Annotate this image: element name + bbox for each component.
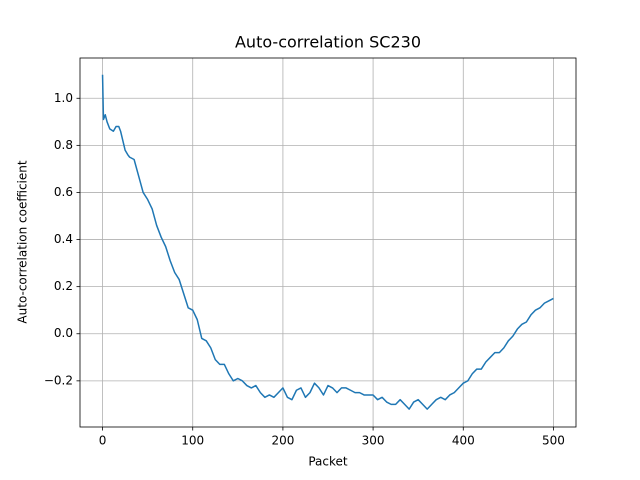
y-tick-label: 0.0 bbox=[54, 326, 73, 340]
x-axis-label: Packet bbox=[308, 455, 348, 469]
y-axis-label: Auto-correlation coefficient bbox=[16, 160, 30, 323]
chart-title: Auto-correlation SC230 bbox=[235, 33, 421, 52]
y-tick-label: −0.2 bbox=[44, 373, 73, 387]
y-tick-label: 1.0 bbox=[54, 91, 73, 105]
y-tick-label: 0.2 bbox=[54, 279, 73, 293]
y-tick-label: 0.8 bbox=[54, 138, 73, 152]
x-tick-label: 100 bbox=[181, 434, 204, 448]
x-tick-label: 400 bbox=[452, 434, 475, 448]
y-tick-label: 0.6 bbox=[54, 185, 73, 199]
x-tick-label: 300 bbox=[362, 434, 385, 448]
x-tick-label: 0 bbox=[99, 434, 107, 448]
plot-frame bbox=[79, 57, 577, 428]
x-tick-label: 500 bbox=[542, 434, 565, 448]
x-tick-label: 200 bbox=[271, 434, 294, 448]
y-tick-label: 0.4 bbox=[54, 232, 73, 246]
data-line bbox=[101, 74, 554, 410]
